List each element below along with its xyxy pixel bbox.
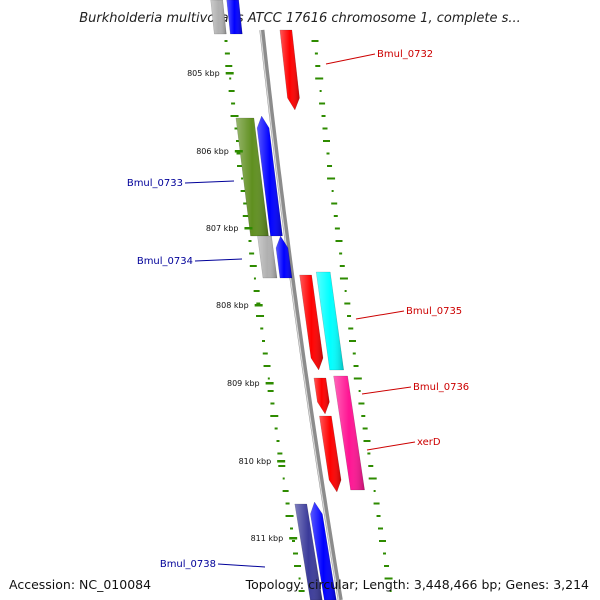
cog-block-upstream[interactable] [210, 0, 227, 35]
cog-block-bmul-0734[interactable] [257, 235, 278, 279]
gene-label-xerd[interactable]: xerD [366, 437, 441, 451]
gene-label-bmul-0732[interactable]: Bmul_0732 [325, 49, 433, 65]
gene-label-bmul-0735[interactable]: Bmul_0735 [355, 306, 462, 320]
tick-label: 809 kbp [227, 379, 260, 388]
gene-label-bmul-0736[interactable]: Bmul_0736 [361, 382, 469, 395]
cog-block-bmul-0735[interactable] [315, 271, 344, 371]
gene-arrow-bmul-0736[interactable] [313, 377, 330, 415]
gene-label-bmul-0733[interactable]: Bmul_0733 [127, 178, 235, 189]
gene-label-text: Bmul_0732 [377, 49, 433, 60]
gc-content-track [224, 40, 393, 592]
gene-arrow-bmul-0733[interactable] [256, 115, 283, 237]
tick-label: 810 kbp [239, 457, 272, 466]
gene-arrow-xerd[interactable] [319, 415, 342, 493]
gene-label-text: Bmul_0733 [127, 178, 183, 189]
accession-text: Accession: NC_010084 [9, 577, 152, 592]
gene-track[interactable] [226, 0, 342, 600]
gene-arrow-upstream[interactable] [226, 0, 243, 35]
gene-arrow-bmul-0734[interactable] [275, 235, 293, 279]
tick-label: 807 kbp [206, 224, 239, 233]
gene-label-text: Bmul_0734 [137, 256, 193, 267]
cog-block-bmul-0738[interactable] [294, 503, 323, 600]
dna-backbone [259, 29, 343, 600]
map-title: Burkholderia multivorans ATCC 17616 chro… [79, 11, 521, 26]
gene-label-text: xerD [417, 437, 441, 448]
gene-arrow-bmul-0738[interactable] [310, 501, 337, 600]
gene-label-bmul-0738[interactable]: Bmul_0738 [160, 559, 266, 570]
topology-text: Topology: circular; Length: 3,448,466 bp… [245, 577, 589, 592]
cog-track [210, 0, 365, 600]
gene-arrow-bmul-0735[interactable] [299, 274, 324, 371]
gene-label-text: Bmul_0736 [413, 382, 469, 393]
tick-marks: 805 kbp 806 kbp 807 kbp 808 kbp 809 kbp 810 k… [187, 69, 298, 543]
tick-label: 806 kbp [196, 147, 229, 156]
gene-labels[interactable]: Bmul_0732 Bmul_0733 Bmul_0734 Bmul_0735 Bmul… [127, 49, 469, 570]
gene-label-text: Bmul_0738 [160, 559, 216, 570]
tick-label: 805 kbp [187, 69, 220, 78]
cog-block-bmul-0736-xerd[interactable] [333, 375, 365, 491]
gene-label-bmul-0734[interactable]: Bmul_0734 [137, 256, 243, 267]
tick-label: 808 kbp [216, 301, 249, 310]
gene-label-text: Bmul_0735 [406, 306, 462, 317]
gene-arrow-bmul-0732[interactable] [279, 29, 300, 111]
tick-label: 811 kbp [251, 534, 284, 543]
